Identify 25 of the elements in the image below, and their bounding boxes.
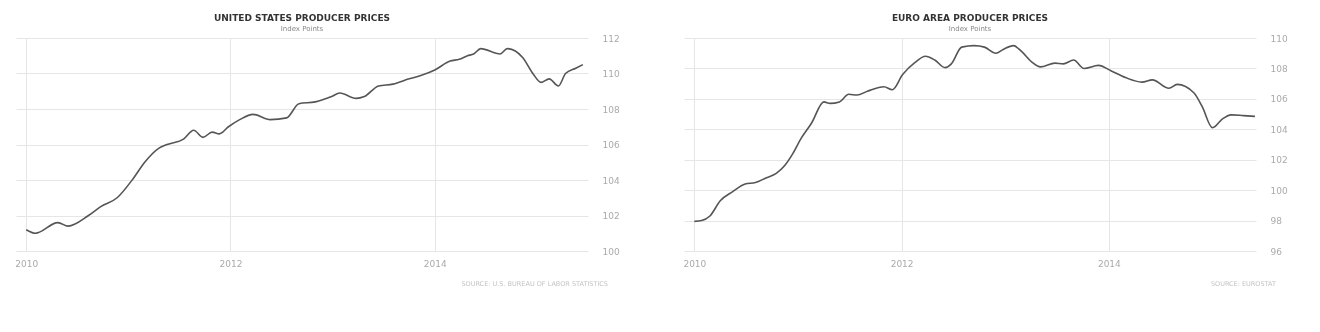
line-series bbox=[693, 44, 1256, 223]
y-tick-label: 100 bbox=[1270, 185, 1288, 196]
y-tick-label: 108 bbox=[1270, 63, 1288, 74]
y-tick-label: 102 bbox=[602, 211, 620, 221]
y-tick-label: 110 bbox=[1270, 33, 1288, 44]
chart-title: EURO AREA PRODUCER PRICES bbox=[891, 13, 1049, 23]
y-tick-label: 112 bbox=[602, 33, 620, 44]
x-tick-label: 2010 bbox=[15, 258, 39, 269]
y-tick-label: 104 bbox=[1270, 124, 1288, 135]
y-tick-label: 100 bbox=[602, 246, 620, 257]
y-tick-label: 106 bbox=[1270, 94, 1288, 105]
y-tick-label: 108 bbox=[602, 104, 620, 115]
y-tick-label: 110 bbox=[602, 69, 620, 79]
y-tick-label: 104 bbox=[602, 175, 620, 186]
x-tick-label: 2012 bbox=[219, 258, 243, 269]
y-tick-label: 98 bbox=[1270, 216, 1283, 227]
x-tick-label: 2014 bbox=[423, 258, 448, 269]
x-tick-label: 2010 bbox=[683, 258, 707, 269]
y-tick-label: 102 bbox=[1270, 155, 1288, 166]
y-tick-label: 96 bbox=[1270, 246, 1283, 257]
line-series bbox=[25, 47, 584, 235]
x-tick-label: 2012 bbox=[890, 258, 914, 269]
chart-title: UNITED STATES PRODUCER PRICES bbox=[213, 13, 391, 23]
y-tick-label: 106 bbox=[602, 140, 620, 150]
x-tick-label: 2014 bbox=[1097, 258, 1122, 269]
